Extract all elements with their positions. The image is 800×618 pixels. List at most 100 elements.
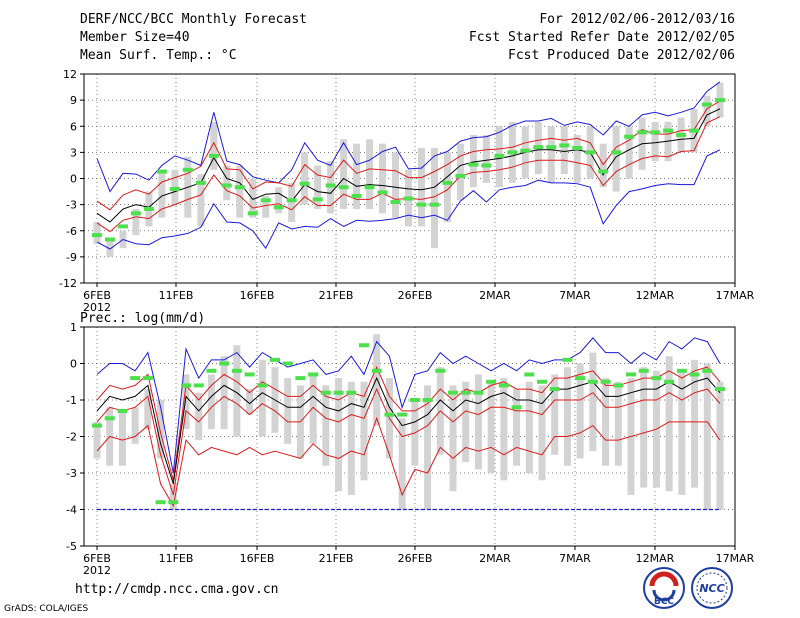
observed-marker [333,390,344,395]
x-tick-label: 2MAR [479,552,511,565]
observed-marker [377,190,388,195]
y-tick-label: 0 [70,358,77,371]
website-url[interactable]: http://cmdp.ncc.cma.gov.cn [75,582,279,597]
observed-marker [208,153,219,158]
spread-box [563,367,571,466]
spread-box [500,378,508,481]
spread-box [487,381,495,473]
observed-marker [575,376,586,381]
y-tick-label: -12 [59,277,77,290]
observed-marker [181,383,191,388]
observed-marker [689,128,700,133]
spread-box [258,359,266,437]
x-year-label: 2012 [83,564,111,577]
x-year-label: 2012 [83,301,111,314]
spread-box [456,143,464,201]
observed-marker [364,185,375,190]
y-tick-label: -2 [66,431,77,444]
spread-box [335,378,343,492]
observed-marker [702,102,713,107]
spread-box [392,152,400,218]
observed-marker [429,202,440,207]
observed-marker [507,150,518,155]
spread-box [353,143,361,209]
observed-marker [715,98,725,103]
spread-box [665,356,673,492]
observed-marker [468,162,479,167]
observed-marker [559,143,570,148]
spread-box [284,378,292,444]
spread-box [309,374,317,444]
observed-marker [257,383,268,388]
y-tick-label: -5 [66,540,77,553]
observed-marker [320,390,331,395]
spread-box [379,143,387,214]
observed-marker [585,150,596,155]
observed-marker [511,405,522,410]
series-line-q_low [96,387,721,496]
observed-marker [299,181,310,186]
observed-marker [587,379,598,384]
spread-box [169,483,177,510]
spread-box [469,134,477,188]
spread-box [288,182,296,223]
x-tick-label: 6FEB [83,289,111,302]
spread-box [612,126,620,192]
observed-marker [498,383,509,388]
spread-box [417,148,425,227]
spread-box [589,352,597,452]
observed-marker [260,198,271,203]
x-tick-label: 16FEB [240,289,275,302]
observed-marker [403,196,414,201]
x-tick-label: 7MAR [559,289,591,302]
spread-box [210,121,218,170]
observed-marker [416,202,427,207]
x-tick-label: 16FEB [240,552,275,565]
spread-box [703,363,711,510]
spread-box [347,381,355,495]
observed-marker [549,387,560,392]
spread-box [651,121,659,162]
observed-marker [286,198,297,203]
spread-box [462,381,470,463]
grads-credit: GrADS: COLA/IGES [4,604,89,614]
x-tick-label: 6FEB [83,552,111,565]
spread-box [678,370,686,495]
observed-marker [390,200,401,205]
observed-marker [448,390,458,395]
observed-marker [651,376,662,381]
x-tick-label: 26FEB [398,552,433,565]
spread-box [207,374,215,430]
observed-marker [422,398,433,402]
x-tick-label: 12MAR [636,552,675,565]
spread-box [373,334,381,426]
observed-marker [524,372,535,377]
spread-box [131,407,139,444]
spread-box [118,410,126,466]
observed-marker [435,368,446,373]
observed-marker [308,372,319,377]
spread-box [366,139,374,209]
spread-box [424,385,432,510]
observed-marker [572,146,583,151]
observed-marker [689,372,700,377]
observed-marker [533,145,544,150]
observed-marker [195,180,206,185]
observed-marker [664,379,675,384]
bcc-logo: BCC [642,566,686,610]
x-tick-label: 2MAR [479,289,511,302]
chart-panel-0: 12 9 6 3 0 -3 -6 -9 -12 6FEB 11FEB 16FEB 21FEB 26FEB 2… [59,68,755,314]
spread-box [157,400,165,459]
spread-box [525,381,533,473]
observed-marker [537,379,547,384]
observed-marker [117,408,128,413]
series-line-max [96,337,721,474]
y-tick-label: 1 [70,321,77,334]
x-tick-label: 17MAR [716,289,755,302]
observed-marker [168,500,179,505]
spread-box [640,367,648,488]
observed-marker [409,398,420,402]
observed-marker [520,148,531,153]
series-line-mean [96,376,721,485]
observed-marker [442,180,453,185]
